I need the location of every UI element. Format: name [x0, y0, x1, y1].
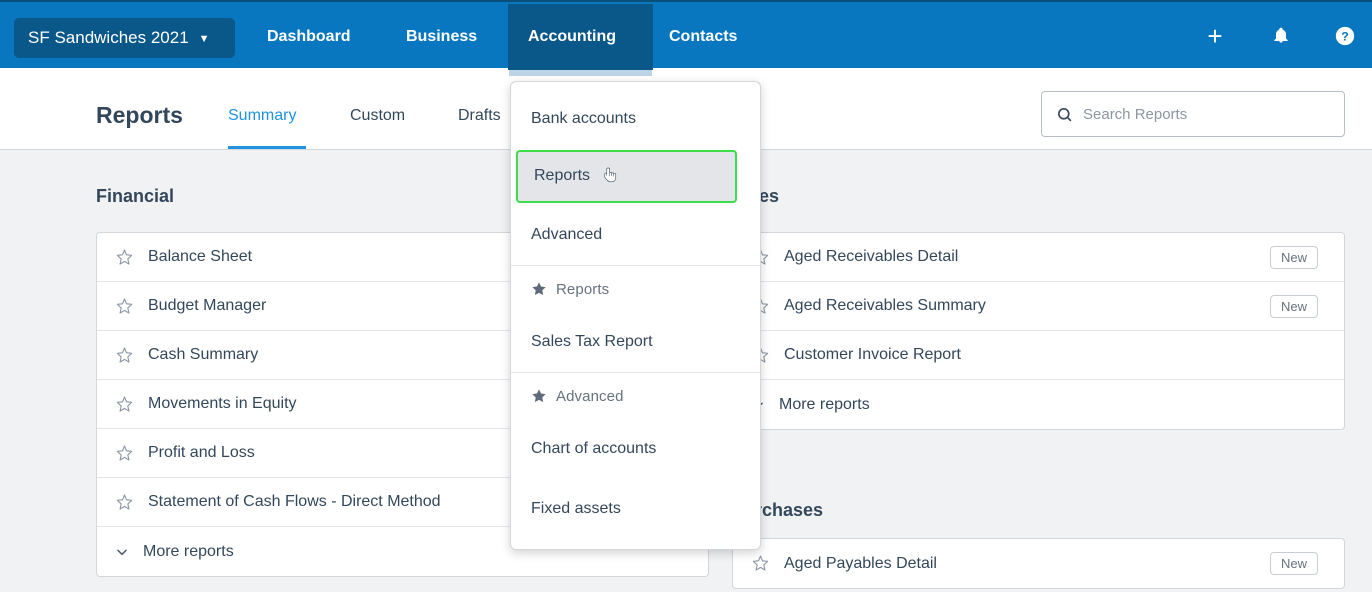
- svg-text:?: ?: [1341, 29, 1349, 43]
